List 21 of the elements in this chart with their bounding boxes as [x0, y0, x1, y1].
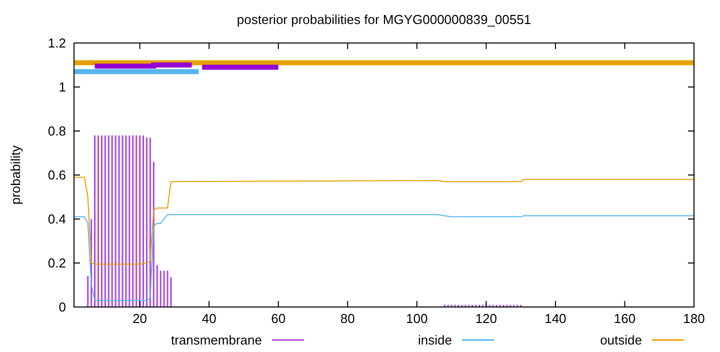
x-tick-label: 140 [544, 311, 566, 326]
y-tick-label: 0.8 [48, 124, 66, 139]
chart-title: posterior probabilities for MGYG000000839_00551 [236, 12, 532, 27]
legend-label: inside [418, 332, 452, 348]
y-tick-label: 0.6 [48, 168, 66, 183]
x-tick-label: 80 [340, 311, 355, 326]
y-tick-label: 1.2 [48, 36, 66, 51]
x-tick-label: 180 [683, 311, 705, 326]
x-tick-label: 20 [132, 311, 148, 326]
x-tick-label: 100 [406, 311, 428, 326]
y-tick-label: 0.4 [48, 212, 66, 227]
y-tick-label: 0.2 [48, 256, 66, 271]
x-tick-label: 60 [271, 311, 286, 326]
y-tick-label: 0 [58, 300, 66, 315]
x-tick-label: 120 [475, 311, 498, 326]
x-tick-label: 160 [614, 311, 636, 326]
y-tick-label: 1 [58, 80, 66, 95]
y-axis-title: probability [8, 144, 23, 205]
x-tick-label: 40 [202, 311, 216, 326]
legend-label: transmembrane [170, 332, 262, 348]
legend-label: outside [600, 332, 642, 348]
